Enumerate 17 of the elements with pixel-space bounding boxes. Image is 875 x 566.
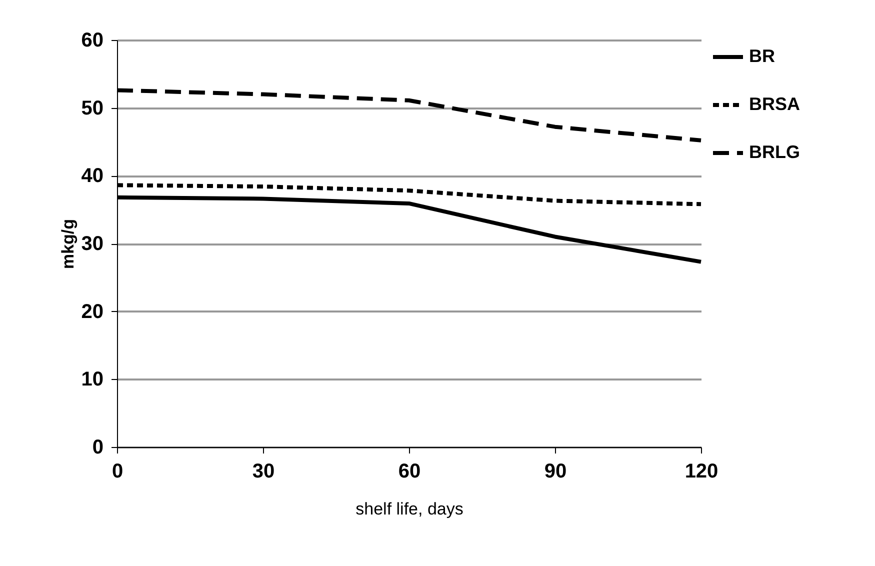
- y-axis-title: mkg/g: [58, 218, 78, 270]
- x-axis-title: shelf life, days: [356, 500, 464, 518]
- x-tick-label: 60: [398, 460, 421, 482]
- x-tick-label: 90: [544, 460, 567, 482]
- legend-label: BRSA: [749, 94, 800, 114]
- x-tick-label: 30: [252, 460, 275, 482]
- legend-label: BRLG: [749, 142, 800, 162]
- y-tick-label: 40: [81, 165, 104, 188]
- y-tick-label: 20: [81, 300, 104, 323]
- legend-label: BR: [749, 46, 775, 66]
- y-tick-label: 50: [81, 97, 104, 120]
- x-tick-label: 120: [684, 460, 718, 482]
- y-tick-label: 0: [92, 436, 104, 458]
- y-tick-label: 30: [81, 233, 104, 255]
- y-tick-label: 60: [81, 30, 104, 52]
- y-tick-label: 10: [81, 368, 104, 391]
- x-tick-label: 0: [112, 460, 124, 482]
